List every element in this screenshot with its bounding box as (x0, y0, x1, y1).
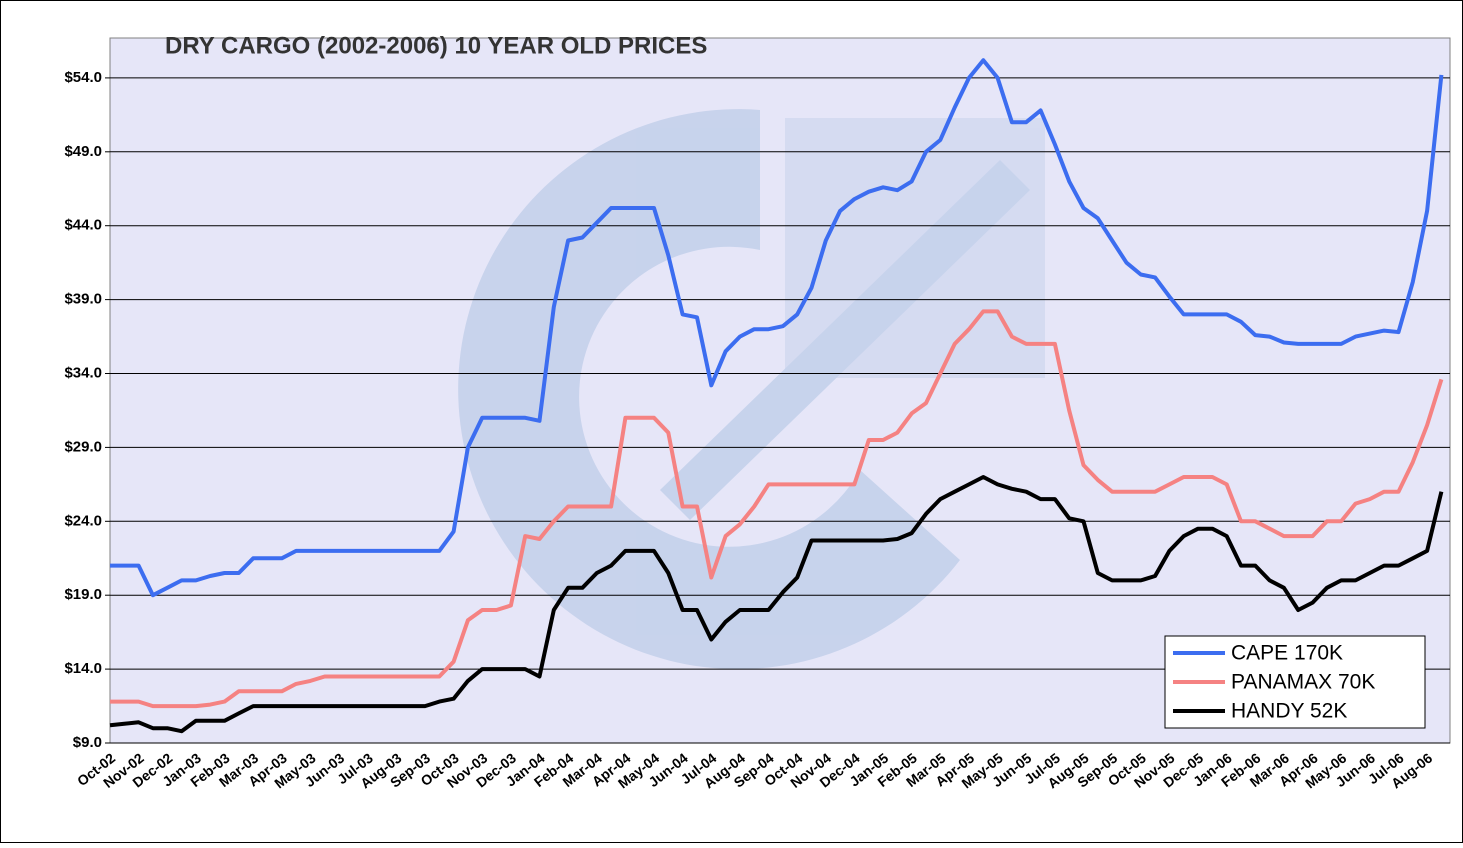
y-tick-label: $24.0 (64, 512, 102, 529)
watermark (458, 109, 1045, 670)
y-tick-label: $9.0 (73, 734, 102, 751)
legend-label: CAPE 170K (1231, 642, 1343, 665)
y-tick-label: $29.0 (64, 438, 102, 455)
plot-area (109, 37, 1451, 744)
chart-title: DRY CARGO (2002-2006) 10 YEAR OLD PRICES (165, 32, 707, 59)
legend: CAPE 170K PANAMAX 70K HANDY 52K (1164, 635, 1426, 729)
legend-label: PANAMAX 70K (1231, 671, 1375, 694)
y-tick-label: $19.0 (64, 586, 102, 603)
y-tick-label: $34.0 (64, 364, 102, 381)
legend-label: HANDY 52K (1231, 700, 1347, 723)
series-line (109, 475, 1444, 734)
y-tick-label: $54.0 (64, 69, 102, 86)
series-line (110, 309, 1444, 709)
y-tick-label: $49.0 (64, 143, 102, 160)
series-line (110, 58, 1444, 598)
y-tick-label: $39.0 (64, 291, 102, 308)
y-tick-label: $44.0 (64, 217, 102, 234)
lines (109, 58, 1444, 734)
y-tick-label: $14.0 (64, 660, 102, 677)
